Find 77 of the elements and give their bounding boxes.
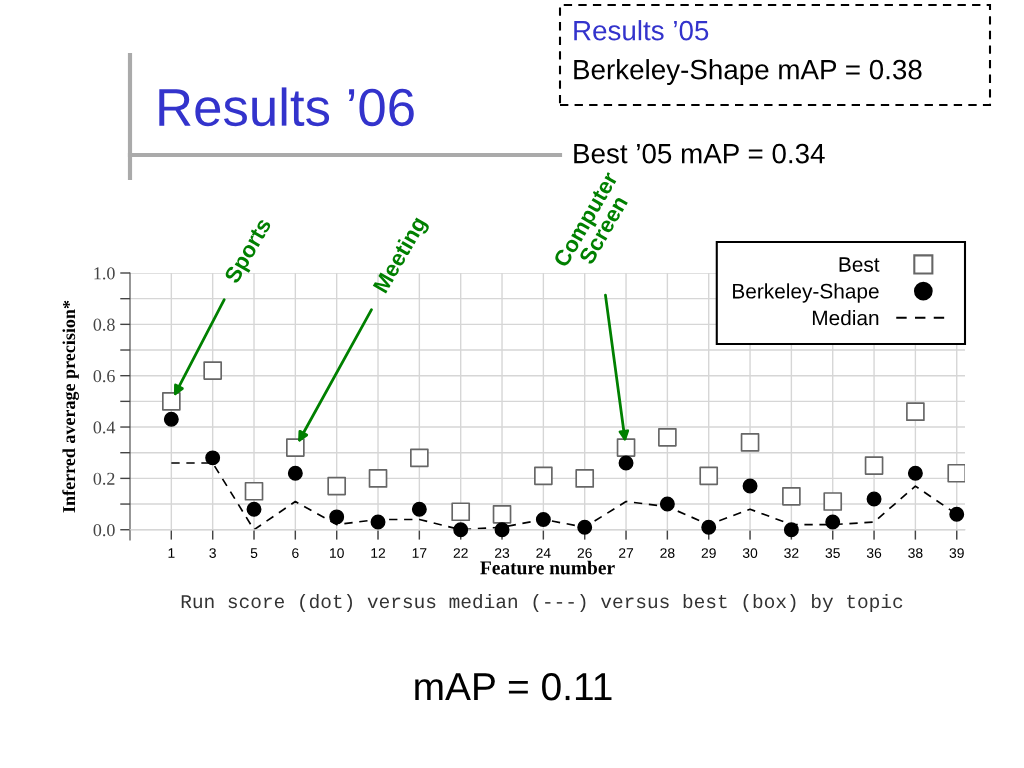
text: Run score (dot) versus median (---) versus best (box) by topic (181, 593, 903, 613)
x-tick-label: 5 (250, 548, 258, 558)
x-tick-label: 27 (619, 548, 634, 558)
point (368, 469, 388, 488)
point (866, 491, 882, 507)
point (575, 469, 595, 488)
x-tick-label: 3 (209, 548, 216, 558)
point (451, 502, 471, 522)
point (494, 522, 510, 538)
point (949, 506, 965, 522)
x-tick-label: 6 (292, 548, 299, 558)
point (701, 519, 717, 535)
point (825, 514, 841, 530)
text: Best ’05 mAP = 0.34 (574, 143, 825, 164)
x-tick-label: 23 (495, 548, 510, 558)
x-tick-label: 38 (908, 548, 923, 558)
y-tick-label: 0.4 (93, 421, 116, 434)
y-tick-label: 0.0 (93, 523, 115, 537)
x-axis-title: Feature number (480, 560, 615, 575)
chart-title: Results ’06 (159, 87, 414, 127)
point (329, 509, 345, 525)
x-tick-label: 17 (412, 548, 427, 558)
point (699, 466, 719, 486)
x-tick-label: 22 (453, 548, 468, 558)
text: mAP = 0.11 (415, 672, 612, 701)
x-tick-label: 1 (168, 548, 175, 558)
y-tick-label: 0.6 (93, 369, 115, 383)
y-tick-label: 0.8 (93, 318, 115, 331)
point (244, 481, 264, 501)
text: Results ’05 (574, 20, 709, 41)
point (864, 456, 884, 475)
legend-label: Median (812, 310, 879, 326)
point (783, 522, 799, 538)
x-tick-label: 32 (784, 548, 799, 558)
x-tick-label: 28 (660, 548, 675, 558)
x-tick-label: 39 (949, 548, 964, 558)
point (203, 361, 223, 380)
point (205, 450, 221, 466)
point (287, 465, 303, 481)
point (577, 519, 593, 535)
point (947, 463, 965, 483)
x-tick-label: 24 (536, 548, 551, 558)
point (782, 487, 801, 506)
point (246, 501, 262, 517)
y-tick-label: 1.0 (94, 267, 115, 280)
point (370, 514, 386, 530)
point (658, 427, 677, 447)
point (286, 438, 305, 457)
point (411, 501, 427, 517)
y-tick-label: 0.2 (93, 472, 115, 485)
point (163, 411, 179, 427)
x-tick-label: 10 (330, 548, 344, 558)
point (327, 476, 347, 496)
point (906, 402, 925, 421)
x-tick-label: 12 (371, 548, 386, 558)
x-tick-label: 30 (742, 548, 758, 558)
point (659, 496, 675, 512)
x-tick-label: 29 (701, 548, 716, 558)
point (410, 448, 429, 468)
x-tick-label: 35 (825, 548, 840, 558)
point (535, 511, 551, 527)
point (616, 438, 636, 457)
x-tick-label: 26 (577, 548, 592, 558)
text: Berkeley-Shape mAP = 0.38 (574, 59, 922, 85)
point (618, 455, 634, 471)
x-tick-label: 36 (866, 548, 882, 558)
legend-label: Berkeley-Shape (733, 283, 879, 303)
y-axis-title: Inferred average precision* (62, 300, 79, 513)
point (492, 504, 512, 524)
point (907, 465, 923, 481)
point (823, 492, 843, 511)
point (453, 522, 469, 538)
point (740, 433, 760, 452)
point (161, 392, 181, 411)
legend-label: Best (839, 257, 880, 272)
point (534, 466, 553, 486)
point (742, 478, 758, 494)
